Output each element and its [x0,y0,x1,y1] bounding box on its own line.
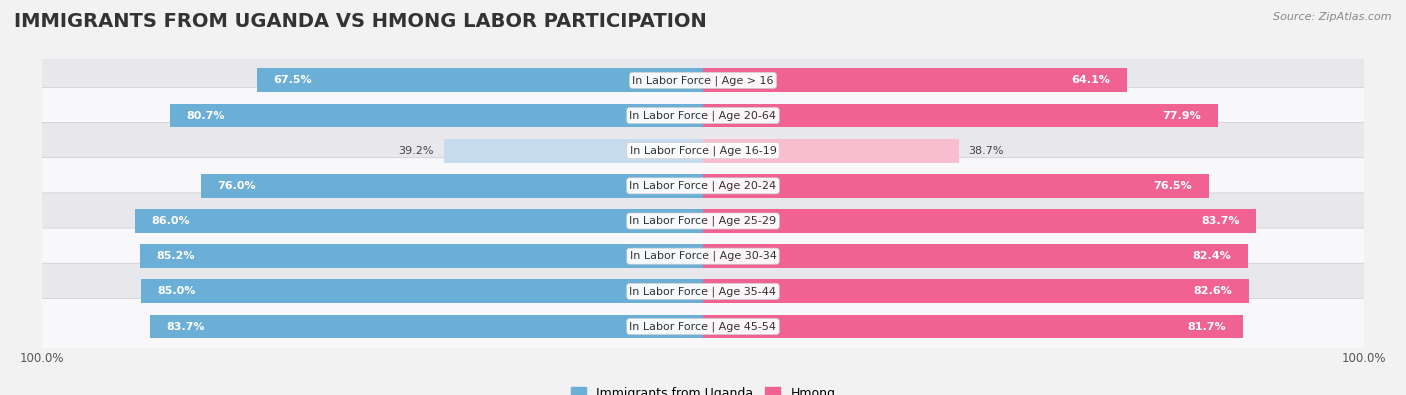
Text: 82.4%: 82.4% [1192,251,1232,261]
Text: In Labor Force | Age 20-64: In Labor Force | Age 20-64 [630,110,776,121]
Text: 38.7%: 38.7% [969,146,1004,156]
FancyBboxPatch shape [27,193,1379,249]
Text: 83.7%: 83.7% [166,322,205,331]
Text: In Labor Force | Age 30-34: In Labor Force | Age 30-34 [630,251,776,261]
Text: IMMIGRANTS FROM UGANDA VS HMONG LABOR PARTICIPATION: IMMIGRANTS FROM UGANDA VS HMONG LABOR PA… [14,12,707,31]
Text: 76.5%: 76.5% [1153,181,1192,191]
Text: 83.7%: 83.7% [1201,216,1240,226]
Bar [703,139,959,163]
Text: 80.7%: 80.7% [186,111,225,120]
Text: 86.0%: 86.0% [152,216,190,226]
FancyBboxPatch shape [27,52,1379,109]
Bar [444,139,703,163]
Text: In Labor Force | Age 25-29: In Labor Force | Age 25-29 [630,216,776,226]
Bar [201,174,703,198]
Text: 85.2%: 85.2% [156,251,195,261]
Bar [703,174,1209,198]
Text: 82.6%: 82.6% [1194,286,1232,296]
Bar [170,103,703,128]
Text: 85.0%: 85.0% [157,286,197,296]
Text: In Labor Force | Age 45-54: In Labor Force | Age 45-54 [630,321,776,332]
Bar [703,314,1243,339]
FancyBboxPatch shape [27,228,1379,284]
Text: 64.1%: 64.1% [1071,75,1111,85]
Text: 81.7%: 81.7% [1188,322,1226,331]
FancyBboxPatch shape [27,263,1379,320]
Text: 67.5%: 67.5% [273,75,312,85]
Bar [141,279,703,303]
Legend: Immigrants from Uganda, Hmong: Immigrants from Uganda, Hmong [565,382,841,395]
FancyBboxPatch shape [27,87,1379,144]
Bar [703,103,1218,128]
Text: In Labor Force | Age 16-19: In Labor Force | Age 16-19 [630,145,776,156]
Text: In Labor Force | Age > 16: In Labor Force | Age > 16 [633,75,773,86]
Bar [141,244,703,268]
FancyBboxPatch shape [27,158,1379,214]
Text: In Labor Force | Age 20-24: In Labor Force | Age 20-24 [630,181,776,191]
FancyBboxPatch shape [27,122,1379,179]
Bar [703,68,1126,92]
Text: 77.9%: 77.9% [1163,111,1201,120]
Bar [703,279,1249,303]
Bar [135,209,703,233]
Bar [150,314,703,339]
Text: 76.0%: 76.0% [218,181,256,191]
Bar [257,68,703,92]
Text: Source: ZipAtlas.com: Source: ZipAtlas.com [1274,12,1392,22]
Bar [703,244,1247,268]
Text: 39.2%: 39.2% [398,146,434,156]
Bar [703,209,1256,233]
FancyBboxPatch shape [27,298,1379,355]
Text: In Labor Force | Age 35-44: In Labor Force | Age 35-44 [630,286,776,297]
